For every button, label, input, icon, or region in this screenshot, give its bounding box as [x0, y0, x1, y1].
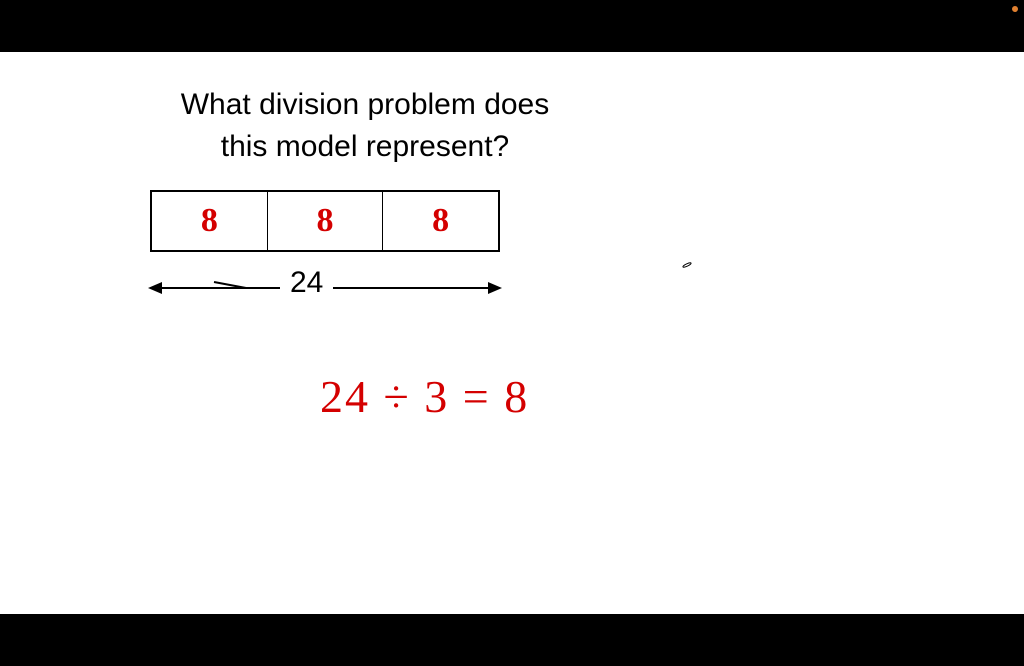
bar-cell: 8: [383, 192, 498, 250]
bar-cell: 8: [268, 192, 384, 250]
dimension-total: 24: [280, 266, 333, 300]
whiteboard: What division problem does this model re…: [0, 52, 1024, 614]
bar-cell-value: 8: [317, 202, 334, 240]
bar-cell: 8: [152, 192, 268, 250]
question-line-2: this model represent?: [221, 130, 510, 163]
bar-model: 8 8 8: [150, 190, 500, 252]
question-text: What division problem does this model re…: [145, 84, 585, 168]
bar-cell-value: 8: [201, 202, 218, 240]
question-line-1: What division problem does: [181, 88, 550, 121]
answer-equation: 24 ÷ 3 = 8: [320, 370, 529, 423]
stray-pen-mark: [681, 260, 693, 270]
bar-cell-value: 8: [432, 202, 449, 240]
recording-dot-icon: [1012, 6, 1018, 12]
